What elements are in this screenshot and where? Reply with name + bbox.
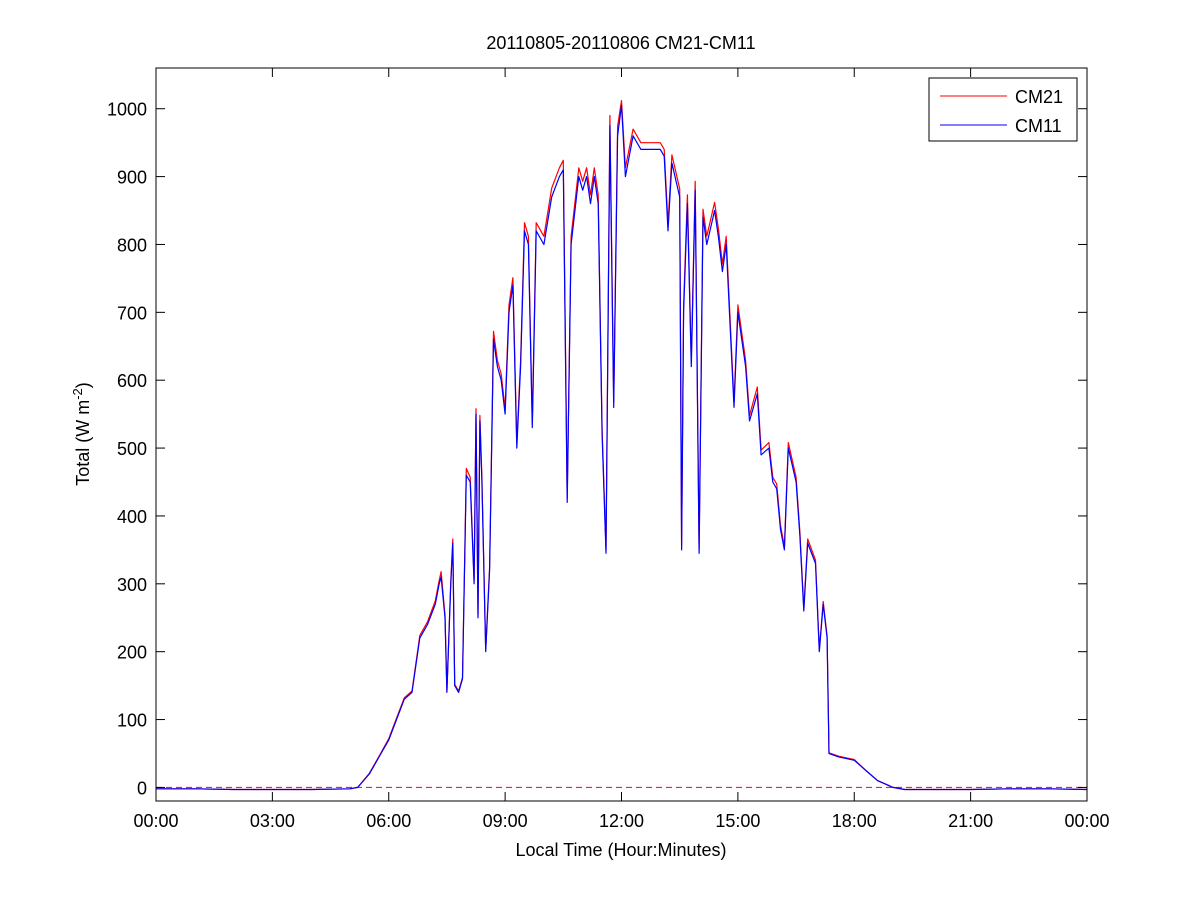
y-tick-label: 400 <box>117 507 147 527</box>
chart-title: 20110805-20110806 CM21-CM11 <box>486 33 755 53</box>
legend-box <box>928 77 1078 142</box>
y-tick-label: 800 <box>117 235 147 255</box>
y-tick-label: 700 <box>117 303 147 323</box>
x-tick-label: 06:00 <box>366 811 411 831</box>
x-tick-label: 12:00 <box>599 811 644 831</box>
x-tick-label: 03:00 <box>250 811 295 831</box>
x-tick-label: 00:00 <box>1064 811 1109 831</box>
x-tick-label: 15:00 <box>715 811 760 831</box>
legend-label-cm11: CM11 <box>1015 116 1062 136</box>
y-axis-label-text: Total (W m <box>73 400 93 486</box>
series-line-cm11 <box>156 104 1088 791</box>
y-axis-label-suffix: ) <box>73 382 93 388</box>
x-tick-label: 09:00 <box>483 811 528 831</box>
x-tick-label: 21:00 <box>948 811 993 831</box>
y-tick-label: 500 <box>117 439 147 459</box>
y-axis-label: Total (W m-2) <box>70 382 93 486</box>
x-tick-label: 18:00 <box>832 811 877 831</box>
y-axis: 0 100 200 300 400 500 600 700 800 900 1000 <box>107 100 1087 798</box>
y-tick-label: 0 <box>137 778 147 798</box>
x-axis: 00:00 03:00 06:00 09:00 12:00 15:00 18:00 21:00… <box>133 68 1110 831</box>
x-axis-label: Local Time (Hour:Minutes) <box>515 840 726 860</box>
y-tick-label: 100 <box>117 711 147 731</box>
x-tick-label: 00:00 <box>133 811 178 831</box>
legend-label-cm21: CM21 <box>1015 87 1063 107</box>
y-tick-label: 600 <box>117 371 147 391</box>
y-axis-label-superscript: -2 <box>70 388 85 400</box>
y-tick-label: 200 <box>117 643 147 663</box>
plot-area <box>156 68 1087 801</box>
y-tick-label: 900 <box>117 168 147 188</box>
y-tick-label: 300 <box>117 575 147 595</box>
legend: CM21 CM11 <box>928 77 1078 142</box>
series-lines <box>156 99 1088 791</box>
y-tick-label: 1000 <box>107 100 147 120</box>
